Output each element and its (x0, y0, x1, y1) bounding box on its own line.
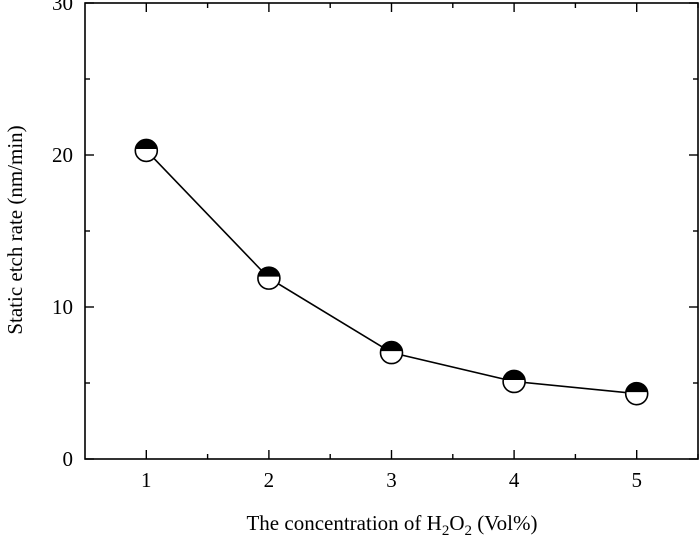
data-point (502, 369, 526, 394)
y-tick-label: 0 (63, 447, 74, 471)
x-axis-ticks: 1 2 3 4 5 (141, 3, 699, 492)
x-axis-label-prefix: The concentration of H (246, 511, 441, 535)
y-axis-ticks: 0 10 20 30 (52, 0, 698, 471)
x-tick-label: 1 (141, 468, 152, 492)
x-axis-label-suffix: (Vol%) (472, 511, 538, 535)
marker-top-half (135, 139, 158, 149)
x-axis-label-mid: O (449, 511, 464, 535)
x-axis-label-sub2: 2 (464, 523, 472, 539)
y-tick-label: 20 (52, 143, 73, 167)
data-point (134, 138, 159, 163)
data-markers (134, 138, 649, 406)
marker-top-half (625, 382, 648, 393)
x-tick-label: 3 (386, 468, 397, 492)
y-tick-label: 30 (52, 0, 73, 15)
data-point (257, 266, 281, 290)
marker-top-half (258, 267, 280, 277)
marker-top-half (503, 370, 525, 380)
data-point (379, 340, 404, 365)
y-axis-label: Static etch rate (nm/min) (3, 125, 27, 334)
y-tick-label: 10 (52, 295, 73, 319)
x-axis-label-sub1: 2 (442, 523, 450, 539)
x-tick-label: 5 (631, 468, 642, 492)
marker-top-half (380, 341, 403, 352)
data-point (624, 381, 649, 406)
x-tick-label: 2 (264, 468, 275, 492)
x-tick-label: 4 (509, 468, 520, 492)
x-axis-label: The concentration of H2O2 (Vol%) (246, 511, 537, 539)
